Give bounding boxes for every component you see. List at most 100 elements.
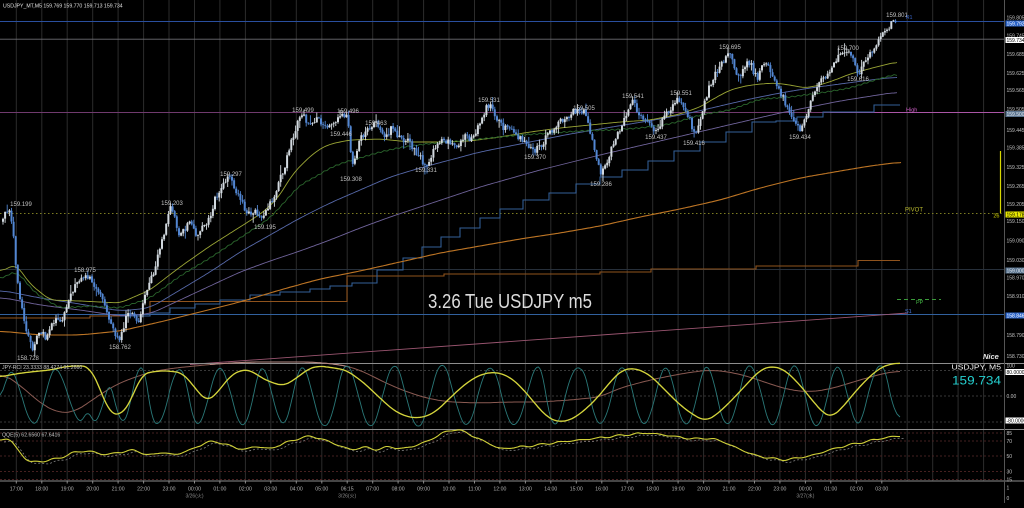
svg-text:01:00: 01:00 <box>213 487 226 493</box>
svg-text:06:15: 06:15 <box>341 487 354 493</box>
svg-text:159.331: 159.331 <box>415 168 437 174</box>
svg-text:159.531: 159.531 <box>478 98 500 104</box>
svg-text:18:00: 18:00 <box>646 487 659 493</box>
svg-text:1: 1 <box>1007 486 1010 492</box>
svg-text:159.700: 159.700 <box>837 46 859 52</box>
svg-text:3/26(火): 3/26(火) <box>185 494 203 500</box>
svg-text:22:00: 22:00 <box>748 487 761 493</box>
svg-text:R1: R1 <box>906 15 913 21</box>
svg-text:159.734: 159.734 <box>952 374 1001 388</box>
svg-text:159.437: 159.437 <box>645 135 667 141</box>
svg-text:09:00: 09:00 <box>417 487 430 493</box>
svg-text:100: 100 <box>1007 364 1016 370</box>
svg-text:159.150: 159.150 <box>1007 219 1024 225</box>
svg-text:Nice: Nice <box>983 352 999 361</box>
svg-text:159.616: 159.616 <box>847 77 869 83</box>
svg-text:19:00: 19:00 <box>672 487 685 493</box>
svg-text:158.730: 158.730 <box>1007 354 1024 360</box>
svg-text:20:00: 20:00 <box>697 487 710 493</box>
svg-text:159.370: 159.370 <box>524 155 546 161</box>
svg-text:159.445: 159.445 <box>1007 128 1024 134</box>
svg-text:159.551: 159.551 <box>670 91 692 97</box>
svg-text:17:00: 17:00 <box>10 487 23 493</box>
svg-text:17:00: 17:00 <box>621 487 634 493</box>
svg-text:15: 15 <box>1007 478 1013 484</box>
svg-text:0: 0 <box>1007 496 1010 502</box>
svg-text:02:00: 02:00 <box>239 487 252 493</box>
svg-text:159.434: 159.434 <box>789 135 811 141</box>
svg-text:S1: S1 <box>905 309 912 315</box>
svg-text:159.505: 159.505 <box>573 106 595 112</box>
svg-text:05:00: 05:00 <box>315 487 328 493</box>
svg-text:159.199: 159.199 <box>10 202 32 208</box>
svg-text:159.416: 159.416 <box>683 141 705 147</box>
svg-text:14:00: 14:00 <box>544 487 557 493</box>
svg-text:USDJPY_MT,M5 159.769 159.770: USDJPY_MT,M5 159.769 159.770 159.713 159… <box>3 4 123 10</box>
svg-text:16:00: 16:00 <box>595 487 608 493</box>
svg-text:158.970: 158.970 <box>1007 276 1024 282</box>
svg-text:159.446: 159.446 <box>330 132 352 138</box>
svg-text:3/27(水): 3/27(水) <box>796 493 814 500</box>
svg-text:PIVOT: PIVOT <box>905 208 923 214</box>
svg-text:11:00: 11:00 <box>468 487 481 493</box>
svg-text:3.26 Tue USDJPY m5: 3.26 Tue USDJPY m5 <box>428 291 592 313</box>
svg-text:02:00: 02:00 <box>850 487 863 493</box>
svg-text:159.463: 159.463 <box>365 121 387 127</box>
svg-text:04:00: 04:00 <box>290 487 303 493</box>
svg-text:19:00: 19:00 <box>61 487 74 493</box>
svg-text:159.297: 159.297 <box>220 172 242 178</box>
svg-text:85: 85 <box>1007 431 1013 437</box>
svg-text:159.499: 159.499 <box>292 108 314 114</box>
svg-text:159.178: 159.178 <box>1007 213 1024 219</box>
svg-text:15:00: 15:00 <box>570 487 583 493</box>
svg-text:158.910: 158.910 <box>1007 294 1024 300</box>
svg-text:0.00: 0.00 <box>1007 394 1017 400</box>
svg-text:159.385: 159.385 <box>1007 146 1024 152</box>
svg-text:30: 30 <box>1007 470 1013 476</box>
svg-text:00:00: 00:00 <box>188 487 201 493</box>
svg-text:18:00: 18:00 <box>35 487 48 493</box>
svg-text:QQE(5) 62.6560 67.6416: QQE(5) 62.6560 67.6416 <box>2 433 60 439</box>
svg-text:159.286: 159.286 <box>590 182 612 188</box>
svg-text:159.685: 159.685 <box>1007 52 1024 58</box>
svg-text:159.030: 159.030 <box>1007 258 1024 264</box>
svg-text:10:00: 10:00 <box>443 487 456 493</box>
svg-text:20:00: 20:00 <box>86 487 99 493</box>
svg-text:21:00: 21:00 <box>723 487 736 493</box>
svg-text:158.790: 158.790 <box>1007 333 1024 339</box>
svg-text:08:00: 08:00 <box>392 487 405 493</box>
svg-text:PP: PP <box>916 300 924 306</box>
svg-text:80.0000: 80.0000 <box>1007 370 1024 376</box>
svg-text:50: 50 <box>1007 454 1013 460</box>
svg-text:JPY-RCI 23.3333 88.4274 91.266: JPY-RCI 23.3333 88.4274 91.2660 <box>2 365 82 371</box>
svg-text:159.205: 159.205 <box>1007 202 1024 208</box>
svg-text:01:00: 01:00 <box>824 487 837 493</box>
svg-text:158.762: 158.762 <box>109 345 131 351</box>
svg-text:23:00: 23:00 <box>773 487 786 493</box>
svg-text:-80.0000: -80.0000 <box>1007 419 1024 425</box>
svg-text:159.265: 159.265 <box>1007 184 1024 190</box>
svg-text:21:00: 21:00 <box>112 487 125 493</box>
svg-text:159.308: 159.308 <box>340 177 362 183</box>
svg-text:159.203: 159.203 <box>161 201 183 207</box>
svg-text:159.565: 159.565 <box>1007 88 1024 94</box>
svg-text:158.975: 158.975 <box>74 268 96 274</box>
svg-text:159.195: 159.195 <box>254 225 276 231</box>
svg-text:13:00: 13:00 <box>519 487 532 493</box>
svg-text:159.500: 159.500 <box>1007 112 1024 118</box>
svg-text:High: High <box>906 108 917 114</box>
svg-text:159.325: 159.325 <box>1007 165 1024 171</box>
svg-text:07:00: 07:00 <box>366 487 379 493</box>
svg-text:00:00: 00:00 <box>799 487 812 493</box>
svg-text:159.541: 159.541 <box>622 94 644 100</box>
svg-text:159.695: 159.695 <box>719 45 741 51</box>
svg-text:USDJPY, M5: USDJPY, M5 <box>952 362 1002 371</box>
svg-text:26: 26 <box>993 214 999 220</box>
svg-text:159.090: 159.090 <box>1007 239 1024 245</box>
svg-text:158.728: 158.728 <box>17 356 39 362</box>
svg-text:3/26(火): 3/26(火) <box>338 494 356 500</box>
svg-text:70: 70 <box>1007 439 1013 445</box>
svg-text:158.846: 158.846 <box>1007 314 1024 320</box>
svg-text:159.792: 159.792 <box>1007 22 1024 28</box>
svg-text:22:00: 22:00 <box>137 487 150 493</box>
